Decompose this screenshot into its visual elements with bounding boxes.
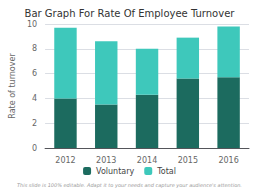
svg-text:This slide is 100% editable. A: This slide is 100% editable. Adapt it to… [17,182,242,189]
svg-text:Bar Graph For Rate Of Employee: Bar Graph For Rate Of Employee Turnover [25,8,236,19]
svg-text:2016: 2016 [218,156,238,165]
svg-text:0: 0 [32,144,37,153]
svg-text:2015: 2015 [178,156,198,165]
svg-text:8: 8 [32,44,37,53]
svg-text:Total: Total [156,167,176,176]
svg-text:Rate of turnover: Rate of turnover [8,53,17,119]
svg-text:2012: 2012 [55,156,75,165]
svg-text:2013: 2013 [96,156,116,165]
svg-text:Voluntary: Voluntary [96,167,134,176]
svg-text:2: 2 [32,119,37,128]
svg-text:10: 10 [27,20,37,29]
svg-text:4: 4 [32,94,37,103]
svg-text:6: 6 [32,69,37,78]
svg-text:2014: 2014 [137,156,157,165]
